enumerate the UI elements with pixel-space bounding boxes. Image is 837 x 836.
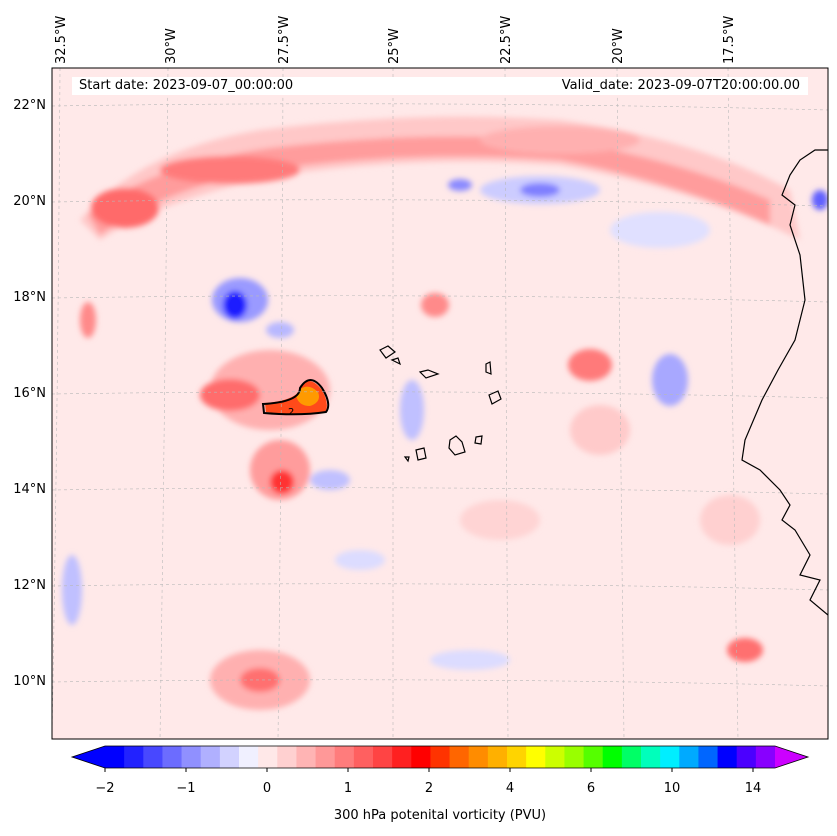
colorbar-bin <box>468 746 489 768</box>
lon-label: 32.5°W <box>54 15 69 64</box>
colorbar-bin <box>373 746 393 768</box>
colorbar-bin <box>487 746 508 768</box>
colorbar-bin <box>277 746 297 768</box>
colorbar-bin <box>621 746 642 768</box>
colorbar-bin <box>105 746 125 768</box>
lon-label: 27.5°W <box>277 15 292 64</box>
colorbar-bin <box>392 746 412 768</box>
colorbar-bin <box>660 746 680 768</box>
colorbar-bin <box>219 746 240 768</box>
colorbar-bin <box>526 746 546 768</box>
colorbar-bin <box>124 746 144 768</box>
lon-label: 25°W <box>387 28 402 64</box>
lon-label: 17.5°W <box>722 15 737 64</box>
colorbar-bin <box>449 746 470 768</box>
colorbar-bin <box>507 746 527 768</box>
colorbar-bin <box>698 746 719 768</box>
colorbar-bin <box>162 746 183 768</box>
valid-date-text: Valid_date: 2023-09-07T20:00:00.00 <box>561 78 800 93</box>
lat-label: 10°N <box>13 674 46 689</box>
colorbar-bin <box>258 746 278 768</box>
contour-label: 2 <box>288 407 295 418</box>
lat-label: 14°N <box>13 482 46 497</box>
cape-verde-islands <box>379 345 502 463</box>
colorbar-over-arrow <box>775 746 808 768</box>
colorbar-tick-label: −1 <box>176 781 196 796</box>
lon-label: 30°W <box>164 28 179 64</box>
lon-label: 22.5°W <box>499 15 514 64</box>
colorbar-bin <box>641 746 661 768</box>
colorbar-bin <box>334 746 355 768</box>
lat-label: 22°N <box>13 98 46 113</box>
colorbar-bins <box>105 746 776 768</box>
colorbar-tick-label: 1 <box>343 781 353 796</box>
colorbar-bin <box>430 746 451 768</box>
colorbar-bin <box>717 746 738 768</box>
colorbar-bin <box>411 746 431 768</box>
colorbar-bin <box>143 746 163 768</box>
colorbar-bin <box>583 746 604 768</box>
colorbar-bin <box>353 746 374 768</box>
colorbar-bin <box>239 746 259 768</box>
colorbar-bin <box>564 746 585 768</box>
lat-label: 20°N <box>13 194 46 209</box>
colorbar-tick-label: 14 <box>744 781 762 796</box>
lon-label: 20°W <box>611 28 626 64</box>
colorbar-bin <box>315 746 336 768</box>
colorbar-tick-label: 4 <box>505 781 515 796</box>
date-banner: Start date: 2023-09-07_00:00:00 Valid_da… <box>72 77 808 95</box>
colorbar-tick-label: 0 <box>262 781 272 796</box>
colorbar-tick-label: −2 <box>95 781 115 796</box>
colorbar-ticks <box>104 768 754 772</box>
lat-label: 12°N <box>13 578 46 593</box>
colorbar <box>70 745 810 772</box>
colorbar-bin <box>545 746 565 768</box>
colorbar-under-arrow <box>72 746 105 768</box>
colorbar-tick-label: 10 <box>663 781 681 796</box>
map-frame <box>51 67 829 740</box>
lat-label: 16°N <box>13 386 46 401</box>
colorbar-tick-label: 6 <box>586 781 596 796</box>
colorbar-bin <box>602 746 623 768</box>
colorbar-tick-label: 2 <box>424 781 434 796</box>
start-date-text: Start date: 2023-09-07_00:00:00 <box>79 78 294 93</box>
colorbar-bin <box>296 746 317 768</box>
colorbar-bin <box>679 746 699 768</box>
lat-label: 18°N <box>13 290 46 305</box>
colorbar-bin <box>755 746 776 768</box>
colorbar-bin <box>736 746 757 768</box>
colorbar-bin <box>200 746 221 768</box>
colorbar-title: 300 hPa potenital vorticity (PVU) <box>333 808 547 823</box>
pv-field <box>52 68 828 739</box>
colorbar-bin <box>181 746 202 768</box>
